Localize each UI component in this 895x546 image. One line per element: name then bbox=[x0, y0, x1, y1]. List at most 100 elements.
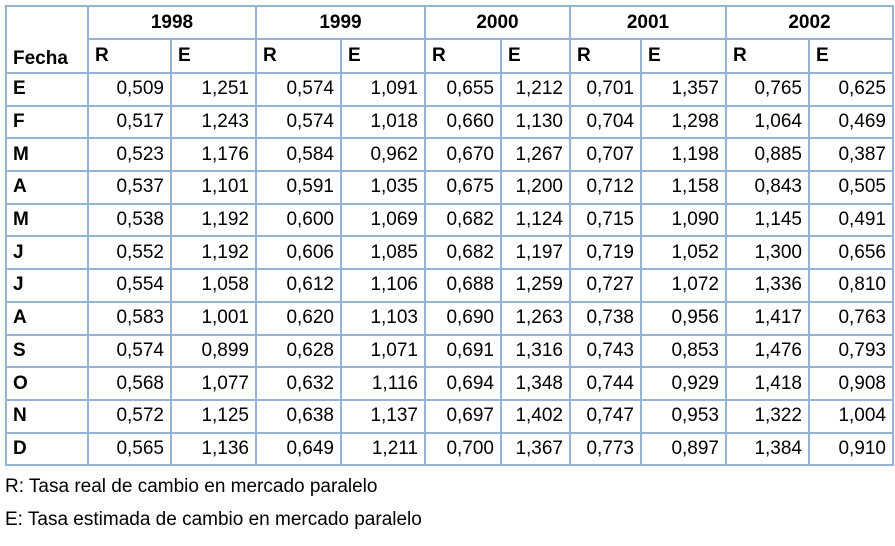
cell: 0,387 bbox=[808, 137, 894, 173]
cell: 0,552 bbox=[87, 235, 172, 271]
cell: 0,574 bbox=[255, 72, 342, 107]
cell: 0,697 bbox=[424, 398, 502, 434]
cell: 1,198 bbox=[640, 137, 727, 173]
note: E: Tasa estimada de cambio en mercado pa… bbox=[5, 509, 422, 531]
cell: 1,197 bbox=[500, 235, 571, 271]
cell: 0,591 bbox=[255, 170, 342, 205]
cell: 1,077 bbox=[170, 366, 257, 401]
cell: 0,773 bbox=[569, 431, 642, 467]
table-body: E 0,509 1,251 0,574 1,091 0,655 1,212 0,701 1,35… bbox=[5, 72, 894, 467]
row-label: F bbox=[5, 104, 89, 140]
data-row: M 0,523 1,176 0,584 0,962 0,670 1,267 0,707 1,19… bbox=[5, 137, 894, 173]
cell: 1,316 bbox=[500, 333, 571, 369]
row-label: N bbox=[5, 398, 89, 434]
cell: 0,584 bbox=[255, 137, 342, 173]
cell: 1,243 bbox=[170, 104, 257, 140]
cell: 1,103 bbox=[340, 300, 426, 336]
cell: 0,523 bbox=[87, 137, 172, 173]
year-header: 2002 bbox=[725, 5, 894, 40]
data-row: J 0,552 1,192 0,606 1,085 0,682 1,197 0,719 1,05… bbox=[5, 235, 894, 271]
cell: 0,606 bbox=[255, 235, 342, 271]
cell: 0,660 bbox=[424, 104, 502, 140]
cell: 0,572 bbox=[87, 398, 172, 434]
notes: R: Tasa real de cambio en mercado parale… bbox=[5, 470, 894, 536]
cell: 0,568 bbox=[87, 366, 172, 401]
year-header: 2001 bbox=[569, 5, 727, 40]
cell: 0,704 bbox=[569, 104, 642, 140]
cell: 0,649 bbox=[255, 431, 342, 467]
cell: 0,962 bbox=[340, 137, 426, 173]
cell: 1,035 bbox=[340, 170, 426, 205]
cell: 1,136 bbox=[170, 431, 257, 467]
cell: 0,509 bbox=[87, 72, 172, 107]
cell: 0,670 bbox=[424, 137, 502, 173]
year-row: Fecha 1998 1999 2000 2001 2002 bbox=[5, 5, 894, 74]
cell: 1,348 bbox=[500, 366, 571, 401]
cell: 0,885 bbox=[725, 137, 810, 173]
cell: 0,843 bbox=[725, 170, 810, 205]
cell: 0,638 bbox=[255, 398, 342, 434]
cell: 1,052 bbox=[640, 235, 727, 271]
row-label: M bbox=[5, 202, 89, 238]
year-header: 2000 bbox=[424, 5, 571, 40]
cell: 0,743 bbox=[569, 333, 642, 369]
note: R: Tasa real de cambio en mercado parale… bbox=[5, 476, 378, 498]
cell: 1,298 bbox=[640, 104, 727, 140]
cell: 0,469 bbox=[808, 104, 894, 140]
cell: 1,116 bbox=[340, 366, 426, 401]
cell: 0,554 bbox=[87, 268, 172, 303]
cell: 1,476 bbox=[725, 333, 810, 369]
cell: 0,612 bbox=[255, 268, 342, 303]
cell: 0,719 bbox=[569, 235, 642, 271]
cell: 1,176 bbox=[170, 137, 257, 173]
data-row: F 0,517 1,243 0,574 1,018 0,660 1,130 0,704 1,29… bbox=[5, 104, 894, 140]
year-header: 1998 bbox=[87, 5, 257, 40]
cell: 0,491 bbox=[808, 202, 894, 238]
sub-header: E bbox=[808, 38, 894, 74]
cell: 0,956 bbox=[640, 300, 727, 336]
cell: 1,200 bbox=[500, 170, 571, 205]
row-label: M bbox=[5, 137, 89, 173]
cell: 0,707 bbox=[569, 137, 642, 173]
cell: 1,091 bbox=[340, 72, 426, 107]
data-row: S 0,574 0,899 0,628 1,071 0,691 1,316 0,743 0,85… bbox=[5, 333, 894, 369]
cell: 1,071 bbox=[340, 333, 426, 369]
cell: 0,738 bbox=[569, 300, 642, 336]
row-label: D bbox=[5, 431, 89, 467]
cell: 0,600 bbox=[255, 202, 342, 238]
cell: 1,402 bbox=[500, 398, 571, 434]
cell: 0,628 bbox=[255, 333, 342, 369]
data-row: A 0,537 1,101 0,591 1,035 0,675 1,200 0,712 1,15… bbox=[5, 170, 894, 205]
cell: 0,625 bbox=[808, 72, 894, 107]
cell: 1,336 bbox=[725, 268, 810, 303]
cell: 0,574 bbox=[87, 333, 172, 369]
cell: 1,125 bbox=[170, 398, 257, 434]
cell: 0,675 bbox=[424, 170, 502, 205]
cell: 0,691 bbox=[424, 333, 502, 369]
cell: 0,574 bbox=[255, 104, 342, 140]
cell: 0,694 bbox=[424, 366, 502, 401]
cell: 0,632 bbox=[255, 366, 342, 401]
row-label: A bbox=[5, 300, 89, 336]
cell: 1,417 bbox=[725, 300, 810, 336]
cell: 1,101 bbox=[170, 170, 257, 205]
cell: 1,192 bbox=[170, 235, 257, 271]
cell: 0,505 bbox=[808, 170, 894, 205]
cell: 0,682 bbox=[424, 235, 502, 271]
cell: 0,793 bbox=[808, 333, 894, 369]
cell: 1,322 bbox=[725, 398, 810, 434]
cell: 0,810 bbox=[808, 268, 894, 303]
sub-header: R bbox=[87, 38, 172, 74]
row-label: J bbox=[5, 268, 89, 303]
data-row: M 0,538 1,192 0,600 1,069 0,682 1,124 0,715 1,09… bbox=[5, 202, 894, 238]
sub-header: E bbox=[640, 38, 727, 74]
cell: 1,251 bbox=[170, 72, 257, 107]
cell: 1,357 bbox=[640, 72, 727, 107]
cell: 1,001 bbox=[170, 300, 257, 336]
cell: 1,069 bbox=[340, 202, 426, 238]
cell: 1,137 bbox=[340, 398, 426, 434]
data-row: A 0,583 1,001 0,620 1,103 0,690 1,263 0,738 0,95… bbox=[5, 300, 894, 336]
